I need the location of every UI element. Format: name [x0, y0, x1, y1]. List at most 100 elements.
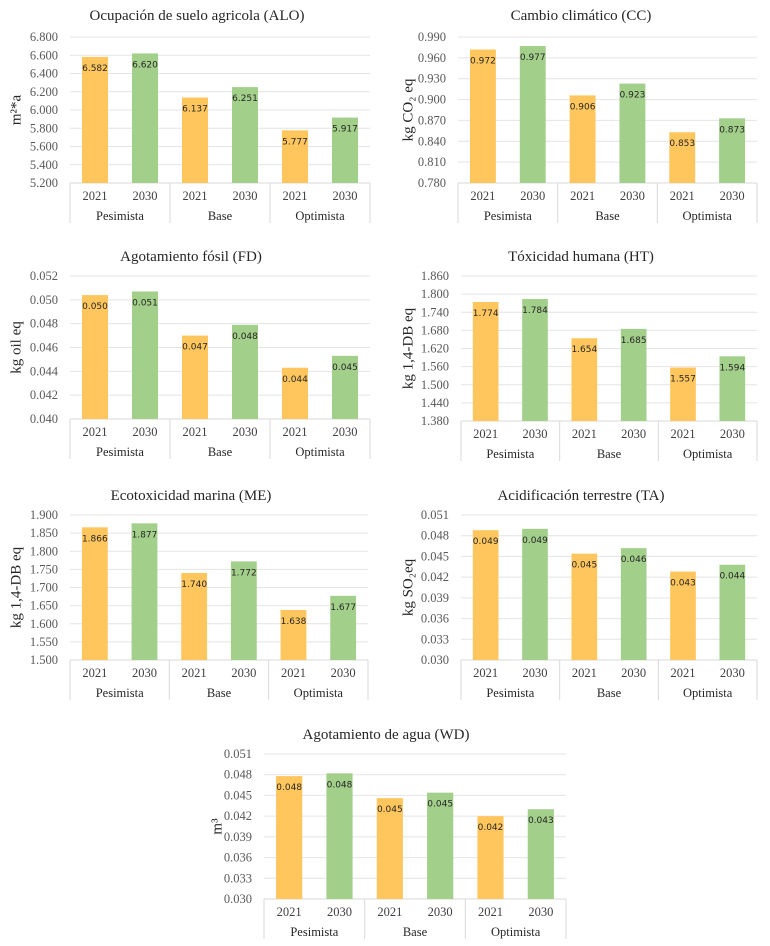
- y-tick-label: 0.040: [30, 412, 58, 426]
- x-tick-group: Pesimista: [486, 686, 534, 700]
- bar-optimista-2030: [719, 564, 746, 660]
- bar-optimista-2030: [719, 118, 746, 183]
- y-tick-label: 0.048: [224, 768, 252, 782]
- data-label: 1.638: [281, 617, 307, 627]
- y-tick-label: 0.033: [421, 632, 449, 646]
- x-tick-year: 2021: [82, 666, 107, 680]
- data-label: 0.043: [670, 579, 696, 589]
- data-label: 0.049: [473, 537, 499, 547]
- data-label: 1.557: [670, 375, 696, 385]
- chart-title: Ecotoxicidad marina (ME): [111, 488, 272, 504]
- y-tick-label: 0.780: [418, 176, 446, 190]
- y-tick-label: 1.740: [421, 305, 449, 319]
- y-tick-label: 0.051: [224, 747, 252, 761]
- y-tick-label: 0.051: [421, 508, 449, 522]
- x-tick-year: 2030: [231, 666, 256, 680]
- data-label: 1.877: [132, 530, 158, 540]
- data-label: 0.047: [182, 343, 208, 353]
- x-tick-year: 2030: [428, 905, 453, 919]
- x-tick-year: 2021: [277, 905, 302, 919]
- chart-title: Tóxicidad humana (HT): [508, 249, 654, 265]
- bar-optimista-2030: [719, 356, 746, 421]
- chart-me: Ecotoxicidad marina (ME) kg 1,4-DB eq 1.50…: [0, 470, 385, 705]
- data-label: 0.972: [470, 57, 496, 67]
- x-tick-group: Pesimista: [484, 209, 532, 223]
- x-tick-year: 2021: [283, 425, 308, 439]
- y-tick-label: 1.800: [421, 287, 449, 301]
- y-tick-label: 6.200: [30, 85, 58, 99]
- chart-svg: Acidificación terrestre (TA) kg SO₂eq 0.03…: [400, 488, 758, 700]
- data-label: 0.045: [377, 805, 403, 815]
- x-tick-year: 2030: [132, 666, 157, 680]
- x-tick-year: 2021: [281, 666, 306, 680]
- bar-pesimista-2030: [326, 773, 353, 899]
- y-axis-label: kg 1,4-DB eq: [400, 307, 416, 389]
- x-tick-year: 2030: [233, 189, 258, 203]
- data-label: 1.654: [571, 345, 597, 355]
- y-tick-label: 0.042: [30, 388, 58, 402]
- bar-base-2021: [182, 97, 208, 183]
- y-tick-label: 0.840: [418, 134, 446, 148]
- x-tick-year: 2021: [377, 905, 402, 919]
- x-tick-year: 2030: [333, 425, 358, 439]
- y-tick-label: 1.620: [421, 342, 449, 356]
- x-tick-year: 2030: [621, 666, 646, 680]
- bar-base-2021: [182, 335, 208, 419]
- x-tick-year: 2030: [520, 189, 545, 203]
- data-label: 0.051: [132, 298, 158, 308]
- y-tick-label: 0.046: [30, 341, 58, 355]
- bar-pesimista-2030: [519, 46, 546, 184]
- data-label: 1.772: [231, 568, 257, 578]
- bar-pesimista-2021: [82, 56, 108, 183]
- chart-title: Cambio climático (CC): [511, 8, 652, 24]
- y-tick-label: 0.042: [224, 809, 252, 823]
- bar-optimista-2030: [330, 595, 357, 660]
- data-label: 0.906: [570, 102, 596, 112]
- bar-pesimista-2021: [472, 301, 499, 421]
- bar-optimista-2021: [670, 571, 696, 660]
- bar-optimista-2021: [669, 132, 696, 183]
- y-tick-label: 0.050: [30, 293, 58, 307]
- x-tick-group: Pesimista: [486, 447, 534, 461]
- bar-optimista-2030: [332, 117, 358, 183]
- data-label: 0.050: [82, 302, 108, 312]
- bar-optimista-2021: [280, 609, 307, 660]
- chart-svg: Agotamiento fósil (FD) kg oil eq 0.040 0.04…: [8, 249, 371, 459]
- chart-svg: Cambio climático (CC) kg CO₂ eq 0.780 0.810…: [400, 8, 758, 223]
- x-tick-year: 2021: [182, 666, 207, 680]
- y-tick-label: 1.680: [421, 323, 449, 337]
- bar-base-2030: [427, 792, 454, 899]
- bar-base-2030: [620, 328, 647, 421]
- x-tick-year: 2021: [283, 189, 308, 203]
- x-tick-year: 2030: [133, 189, 158, 203]
- x-tick-year: 2021: [473, 666, 498, 680]
- y-tick-label: 0.044: [30, 364, 59, 378]
- x-tick-year: 2030: [621, 427, 646, 441]
- x-tick-year: 2021: [183, 189, 208, 203]
- y-tick-label: 0.870: [418, 113, 446, 127]
- y-axis-label: kg CO₂ eq: [400, 78, 416, 141]
- x-tick-year: 2030: [331, 666, 356, 680]
- x-tick-group: Base: [595, 209, 620, 223]
- data-label: 6.620: [132, 60, 158, 70]
- bar-optimista-2021: [282, 130, 308, 183]
- y-tick-label: 0.030: [421, 653, 449, 667]
- chart-title: Acidificación terrestre (TA): [497, 488, 664, 504]
- y-tick-label: 6.400: [30, 67, 58, 81]
- y-tick-label: 6.800: [30, 30, 58, 44]
- data-label: 0.853: [669, 139, 695, 149]
- data-label: 6.251: [232, 94, 258, 104]
- bar-pesimista-2021: [472, 530, 499, 660]
- y-tick-label: 1.700: [30, 581, 58, 595]
- y-axis-label: m²*a: [8, 94, 24, 125]
- data-label: 0.977: [520, 53, 546, 63]
- x-tick-year: 2030: [327, 905, 352, 919]
- y-tick-label: 1.600: [30, 617, 58, 631]
- data-label: 0.049: [522, 536, 548, 546]
- y-tick-label: 5.800: [30, 121, 58, 135]
- y-tick-label: 5.200: [30, 176, 58, 190]
- y-tick-label: 1.500: [30, 653, 58, 667]
- x-tick-year: 2030: [620, 189, 645, 203]
- y-tick-label: 0.045: [224, 788, 252, 802]
- chart-alo: Ocupación de suelo agricola (ALO) m²*a 5.2…: [0, 0, 385, 235]
